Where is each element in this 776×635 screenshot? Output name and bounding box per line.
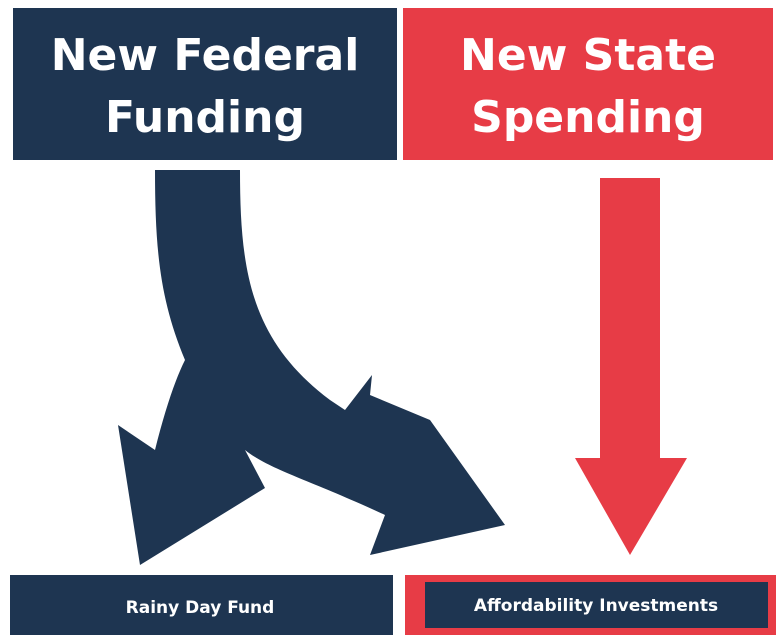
federal-arrow bbox=[118, 170, 505, 565]
federal-box bbox=[13, 8, 397, 160]
state-arrow bbox=[575, 178, 687, 555]
state-box bbox=[403, 8, 773, 160]
state-label-1: New State bbox=[460, 30, 716, 81]
rainy-box bbox=[10, 575, 393, 635]
rainy-label: Rainy Day Fund bbox=[126, 598, 275, 618]
federal-label-2: Funding bbox=[105, 92, 305, 143]
afford-box bbox=[425, 582, 768, 628]
afford-label: Affordability Investments bbox=[474, 596, 718, 616]
state-label-2: Spending bbox=[471, 92, 705, 143]
federal-label-1: New Federal bbox=[51, 30, 360, 81]
